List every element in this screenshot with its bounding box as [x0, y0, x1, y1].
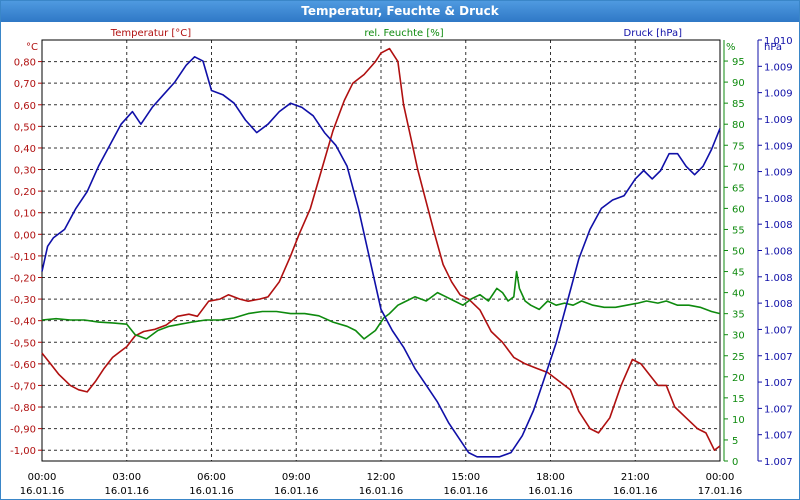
temp-axis-unit: °C	[26, 42, 38, 53]
x-tick-time: 03:00	[112, 472, 141, 483]
humidity-tick-label: 90	[732, 78, 745, 89]
pressure-tick-label: 1.007	[764, 352, 793, 363]
x-tick-date: 16.01.16	[528, 486, 573, 497]
temp-tick-label: -1,00	[10, 446, 36, 457]
x-tick-time: 00:00	[28, 472, 57, 483]
temp-tick-label: -0,10	[10, 252, 36, 263]
axes	[41, 39, 759, 462]
legend-label: Druck [hPa]	[624, 28, 683, 39]
humidity-tick-label: 35	[732, 310, 745, 321]
x-tick-date: 16.01.16	[359, 486, 404, 497]
humidity-axis-unit: %	[726, 42, 736, 53]
x-tick-time: 06:00	[197, 472, 226, 483]
pressure-tick-label: 1.009	[764, 62, 793, 73]
pressure-tick-label: 1.007	[764, 404, 793, 415]
x-tick-time: 00:00	[706, 472, 735, 483]
humidity-tick-label: 60	[732, 204, 745, 215]
temp-tick-label: -0,30	[10, 295, 36, 306]
x-tick-date: 17.01.16	[698, 486, 743, 497]
temp-tick-label: 0,30	[14, 166, 36, 177]
pressure-tick-label: 1.008	[764, 194, 793, 205]
x-tick-date: 16.01.16	[274, 486, 319, 497]
chart-title: Temperatur, Feuchte & Druck	[1, 1, 799, 22]
x-tick-date: 16.01.16	[189, 486, 234, 497]
temp-tick-label: -0,60	[10, 360, 36, 371]
temp-tick-label: -0,90	[10, 425, 36, 436]
humidity-tick-label: 85	[732, 99, 745, 110]
temp-tick-label: -0,40	[10, 317, 36, 328]
x-tick-time: 09:00	[282, 472, 311, 483]
pressure-axis-unit: hPa	[764, 42, 782, 53]
humidity-tick-label: 25	[732, 352, 745, 363]
pressure-tick-label: 1.008	[764, 247, 793, 258]
pressure-tick-label: 1.007	[764, 431, 793, 442]
legend: Temperatur [°C] rel. Feuchte [%] Druck [hP…	[110, 28, 682, 39]
humidity-tick-label: 75	[732, 141, 745, 152]
humidity-tick-label: 5	[732, 436, 738, 447]
pressure-tick-label: 1.007	[764, 457, 793, 468]
pressure-tick-label: 1.009	[764, 141, 793, 152]
x-tick-date: 16.01.16	[613, 486, 658, 497]
temp-tick-label: 0,80	[14, 58, 36, 69]
temp-tick-label: -0,50	[10, 338, 36, 349]
humidity-tick-label: 0	[732, 457, 738, 468]
temp-tick-label: 0,00	[14, 230, 36, 241]
humidity-tick-label: 55	[732, 225, 745, 236]
temperature-line	[41, 47, 721, 452]
x-tick-time: 18:00	[536, 472, 565, 483]
humidity-tick-label: 15	[732, 394, 745, 405]
pressure-tick-label: 1.009	[764, 89, 793, 100]
plot-frame	[41, 39, 721, 462]
humidity-tick-label: 30	[732, 331, 745, 342]
humidity-tick-label: 10	[732, 415, 745, 426]
series	[41, 47, 721, 458]
x-tick-date: 16.01.16	[443, 486, 488, 497]
x-tick-date: 16.01.16	[20, 486, 65, 497]
humidity-tick-label: 45	[732, 268, 745, 279]
temp-tick-label: 0,10	[14, 209, 36, 220]
grid	[42, 40, 720, 461]
pressure-tick-label: 1.009	[764, 168, 793, 179]
pressure-line	[41, 55, 721, 458]
humidity-tick-label: 95	[732, 57, 745, 68]
temp-tick-label: 0,40	[14, 144, 36, 155]
pressure-tick-label: 1.009	[764, 115, 793, 126]
x-tick-time: 15:00	[451, 472, 480, 483]
temp-tick-label: 0,20	[14, 187, 36, 198]
temp-tick-label: 0,50	[14, 122, 36, 133]
temp-tick-label: 0,60	[14, 101, 36, 112]
humidity-tick-label: 20	[732, 373, 745, 384]
legend-label: Temperatur [°C]	[110, 28, 191, 39]
pressure-tick-label: 1.008	[764, 273, 793, 284]
x-tick-time: 21:00	[621, 472, 650, 483]
temp-tick-label: -0,80	[10, 403, 36, 414]
x-tick-date: 16.01.16	[104, 486, 149, 497]
humidity-tick-label: 70	[732, 162, 745, 173]
humidity-tick-label: 80	[732, 120, 745, 131]
pressure-tick-label: 1.007	[764, 378, 793, 389]
humidity-line	[41, 270, 721, 340]
legend-label: rel. Feuchte [%]	[364, 28, 443, 39]
pressure-tick-label: 1.008	[764, 299, 793, 310]
pressure-tick-label: 1.008	[764, 220, 793, 231]
humidity-tick-label: 40	[732, 289, 745, 300]
humidity-tick-label: 50	[732, 247, 745, 258]
temp-tick-label: 0,70	[14, 79, 36, 90]
humidity-tick-label: 65	[732, 183, 745, 194]
temp-tick-label: -0,20	[10, 273, 36, 284]
pressure-tick-label: 1.007	[764, 325, 793, 336]
temp-tick-label: -0,70	[10, 381, 36, 392]
ticks: 00:00 16.01.16 03:00 16.01.16 06:00 16.01.16 0…	[10, 36, 793, 497]
x-tick-time: 12:00	[367, 472, 396, 483]
pressure-tick-label: 1.010	[764, 36, 793, 47]
